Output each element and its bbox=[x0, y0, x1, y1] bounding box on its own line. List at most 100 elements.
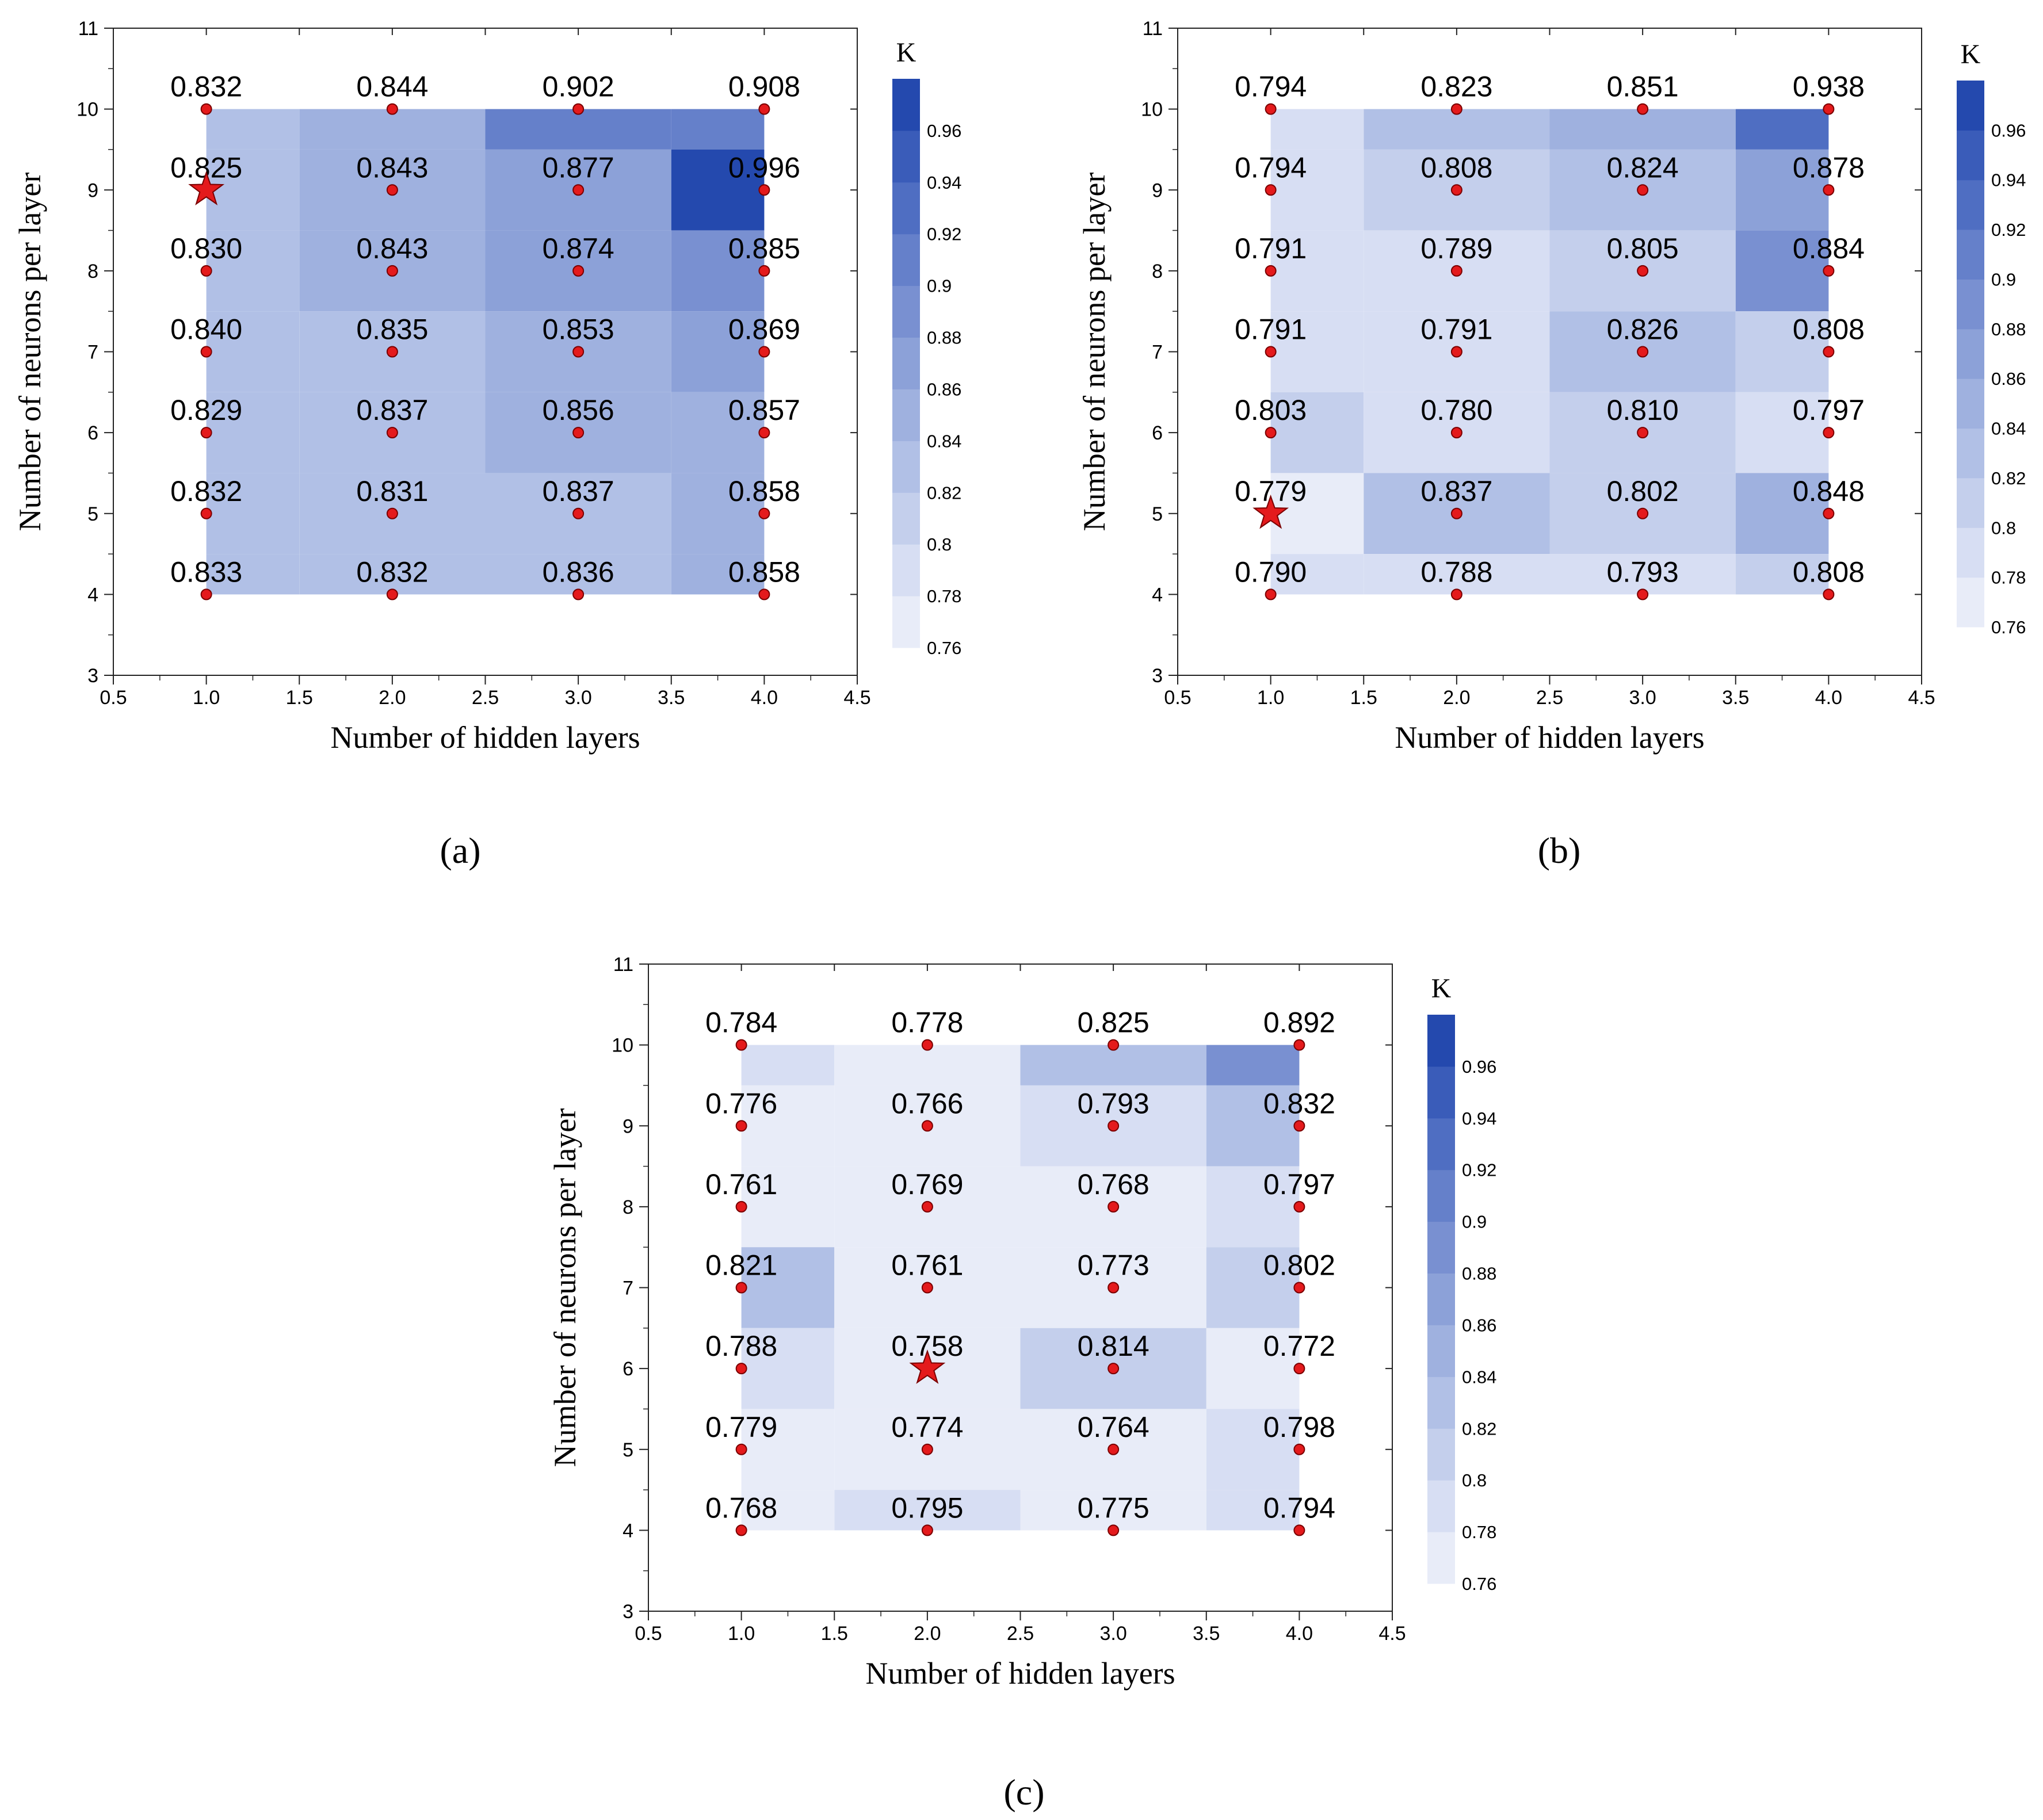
heatmap-cell bbox=[1206, 1045, 1300, 1085]
y-tick-label: 4 bbox=[623, 1520, 633, 1542]
data-point bbox=[1637, 346, 1649, 358]
data-point bbox=[1265, 427, 1277, 439]
heatmap-cell bbox=[741, 1328, 835, 1409]
y-tick-label: 6 bbox=[87, 422, 98, 444]
data-label: 0.821 bbox=[705, 1249, 777, 1282]
y-tick-label: 10 bbox=[77, 99, 98, 121]
colorbar-tick-label: 0.76 bbox=[1991, 617, 2026, 637]
colorbar-tick-label: 0.96 bbox=[927, 121, 961, 141]
colorbar-swatch bbox=[1427, 1532, 1455, 1584]
colorbar-swatch bbox=[1427, 1480, 1455, 1532]
data-point bbox=[921, 1282, 933, 1294]
colorbar-tick-label: 0.96 bbox=[1462, 1057, 1496, 1077]
data-label: 0.938 bbox=[1793, 71, 1865, 103]
data-point bbox=[758, 265, 770, 277]
data-point bbox=[1450, 507, 1462, 519]
data-point bbox=[200, 103, 212, 115]
heatmap-cell bbox=[671, 311, 765, 392]
data-label: 0.843 bbox=[356, 151, 428, 183]
colorbar-tick-label: 0.9 bbox=[1991, 269, 2016, 289]
data-point bbox=[1293, 1443, 1305, 1455]
colorbar-tick-label: 0.92 bbox=[1462, 1160, 1496, 1180]
data-point bbox=[1108, 1039, 1120, 1051]
data-label: 0.885 bbox=[728, 232, 800, 265]
data-label: 0.825 bbox=[1078, 1007, 1150, 1039]
data-point bbox=[1265, 346, 1277, 358]
y-tick-label: 11 bbox=[1143, 18, 1163, 40]
data-point bbox=[1293, 1120, 1305, 1132]
chart-panel-1: 0.5 1.0 1.5 2.0 2.5 3.0 3.5 4.0 4.5 3 4 5 6 7 8 9 10 11 Nu… bbox=[13, 18, 961, 871]
data-label: 0.769 bbox=[891, 1168, 963, 1200]
colorbar-tick-label: 0.82 bbox=[1991, 468, 2026, 488]
colorbar-tick-label: 0.76 bbox=[1462, 1574, 1496, 1594]
colorbar-tick-label: 0.78 bbox=[927, 586, 961, 606]
data-label: 0.794 bbox=[1263, 1492, 1335, 1524]
x-tick-label: 1.0 bbox=[728, 1623, 755, 1645]
y-tick-label: 5 bbox=[1152, 503, 1163, 525]
data-point bbox=[1823, 588, 1835, 601]
data-point bbox=[735, 1363, 747, 1375]
data-label: 0.808 bbox=[1793, 313, 1865, 346]
colorbar-tick-label: 0.84 bbox=[1462, 1367, 1496, 1387]
colorbar: K 0.96 0.94 0.92 0.9 0.88 0.86 0.84 0.82 0.8 0.78 0… bbox=[892, 37, 961, 658]
data-point bbox=[572, 184, 585, 196]
y-tick-label: 8 bbox=[1152, 261, 1163, 282]
data-label: 0.761 bbox=[705, 1168, 777, 1200]
x-tick-label: 4.5 bbox=[1908, 687, 1935, 709]
data-label: 0.803 bbox=[1235, 394, 1307, 426]
data-label: 0.826 bbox=[1607, 313, 1679, 346]
data-label: 0.773 bbox=[1078, 1249, 1150, 1282]
colorbar-swatch bbox=[892, 182, 920, 235]
data-point bbox=[1450, 184, 1462, 196]
heatmap-cell bbox=[1206, 1409, 1300, 1490]
y-tick-label: 6 bbox=[1152, 422, 1163, 444]
heatmap-cell bbox=[206, 473, 300, 554]
data-label: 0.802 bbox=[1263, 1249, 1335, 1282]
heatmap-cell bbox=[671, 473, 765, 554]
data-label: 0.791 bbox=[1235, 232, 1307, 265]
x-tick-label: 3.5 bbox=[658, 687, 685, 709]
data-label: 0.902 bbox=[543, 71, 614, 103]
data-point bbox=[386, 265, 398, 277]
data-point bbox=[758, 184, 770, 196]
colorbar-tick-label: 0.82 bbox=[927, 483, 961, 503]
colorbar-swatch bbox=[1957, 328, 1984, 379]
data-label: 0.805 bbox=[1607, 232, 1679, 265]
data-point bbox=[1823, 507, 1835, 519]
colorbar-swatch bbox=[1427, 1325, 1455, 1377]
data-point bbox=[1293, 1039, 1305, 1051]
x-tick-label: 4.0 bbox=[1815, 687, 1842, 709]
x-tick-label: 3.0 bbox=[1099, 1623, 1126, 1645]
colorbar-tick-label: 0.88 bbox=[1991, 319, 2026, 339]
colorbar-tick-label: 0.8 bbox=[927, 534, 952, 555]
colorbar-swatch bbox=[1427, 1273, 1455, 1325]
heatmap-cell bbox=[1270, 554, 1364, 595]
y-tick-label: 9 bbox=[87, 179, 98, 201]
data-point bbox=[1823, 346, 1835, 358]
colorbar-swatch bbox=[1427, 1221, 1455, 1274]
data-label: 0.793 bbox=[1078, 1087, 1150, 1119]
data-label: 0.778 bbox=[891, 1007, 963, 1039]
colorbar-tick-label: 0.9 bbox=[927, 276, 952, 296]
colorbar: K 0.96 0.94 0.92 0.9 0.88 0.86 0.84 0.82 0.8 0.78 0… bbox=[1957, 39, 2026, 637]
colorbar-tick-label: 0.92 bbox=[1991, 220, 2026, 240]
colorbar-tick-label: 0.92 bbox=[927, 224, 961, 244]
data-label: 0.833 bbox=[170, 556, 242, 588]
data-label: 0.831 bbox=[356, 475, 428, 507]
x-tick-label: 2.0 bbox=[1443, 687, 1470, 709]
heatmap-cell bbox=[206, 554, 300, 595]
data-point bbox=[200, 588, 212, 601]
data-point bbox=[735, 1039, 747, 1051]
colorbar-tick-label: 0.88 bbox=[927, 328, 961, 348]
data-label: 0.810 bbox=[1607, 394, 1679, 426]
x-axis-label: Number of hidden layers bbox=[330, 720, 640, 755]
x-tick-label: 3.5 bbox=[1722, 687, 1749, 709]
x-tick-label: 0.5 bbox=[635, 1623, 662, 1645]
x-tick-label: 4.5 bbox=[1378, 1623, 1406, 1645]
y-tick-label: 4 bbox=[87, 584, 98, 606]
data-label: 0.851 bbox=[1607, 71, 1679, 103]
y-tick-label: 8 bbox=[623, 1196, 633, 1218]
data-label: 0.892 bbox=[1263, 1007, 1335, 1039]
heatmap-cells bbox=[741, 1045, 1300, 1531]
colorbar-swatch bbox=[892, 285, 920, 338]
